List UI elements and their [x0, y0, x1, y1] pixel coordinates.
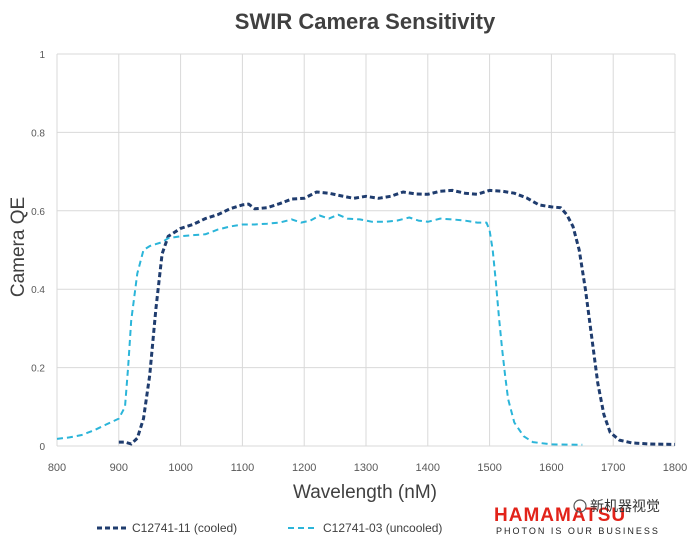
x-tick-label: 1000 — [168, 462, 192, 474]
chart-title: SWIR Camera Sensitivity — [235, 9, 496, 34]
y-tick-label: 0.2 — [31, 364, 45, 375]
legend-label-cooled: C12741-11 (cooled) — [132, 521, 237, 535]
logo-tagline: PHOTON IS OUR BUSINESS — [496, 526, 660, 536]
y-axis-ticks: 0 0.2 0.4 0.6 0.8 1 — [31, 50, 45, 453]
x-tick-label: 900 — [110, 462, 128, 474]
y-tick-label: 0.6 — [31, 207, 45, 218]
x-axis-ticks: 800 900 1000 1100 1200 1300 1400 1500 1600 1700 18… — [48, 462, 687, 474]
y-axis-title: Camera QE — [8, 197, 29, 297]
x-tick-label: 1400 — [416, 462, 440, 474]
legend: C12741-11 (cooled) C12741-03 (uncooled) — [97, 521, 442, 535]
series-lines — [56, 188, 676, 446]
y-tick-label: 0.8 — [31, 128, 45, 139]
hamamatsu-logo: HAMAMATSU PHOTON IS OUR BUSINESS — [494, 505, 660, 536]
y-tick-label: 0 — [39, 442, 45, 453]
legend-label-uncooled: C12741-03 (uncooled) — [323, 521, 442, 535]
plot-grid — [56, 53, 676, 447]
x-tick-label: 800 — [48, 462, 66, 474]
wechat-icon — [573, 499, 587, 513]
y-tick-label: 0.4 — [31, 285, 45, 296]
y-tick-label: 1 — [39, 50, 45, 61]
x-tick-label: 1200 — [292, 462, 316, 474]
series-line-0 — [118, 188, 676, 446]
watermark: 新机器视觉 — [573, 499, 660, 515]
x-tick-label: 1300 — [354, 462, 378, 474]
watermark-text: 新机器视觉 — [590, 499, 660, 515]
x-tick-label: 1600 — [539, 462, 563, 474]
x-tick-label: 1700 — [601, 462, 625, 474]
x-tick-label: 1100 — [231, 462, 255, 474]
series-line-1 — [56, 213, 583, 446]
x-tick-label: 1500 — [477, 462, 501, 474]
x-axis-title: Wavelength (nM) — [293, 482, 437, 503]
x-tick-label: 1800 — [663, 462, 687, 474]
logo-brand: HAMAMATSU — [494, 505, 626, 526]
